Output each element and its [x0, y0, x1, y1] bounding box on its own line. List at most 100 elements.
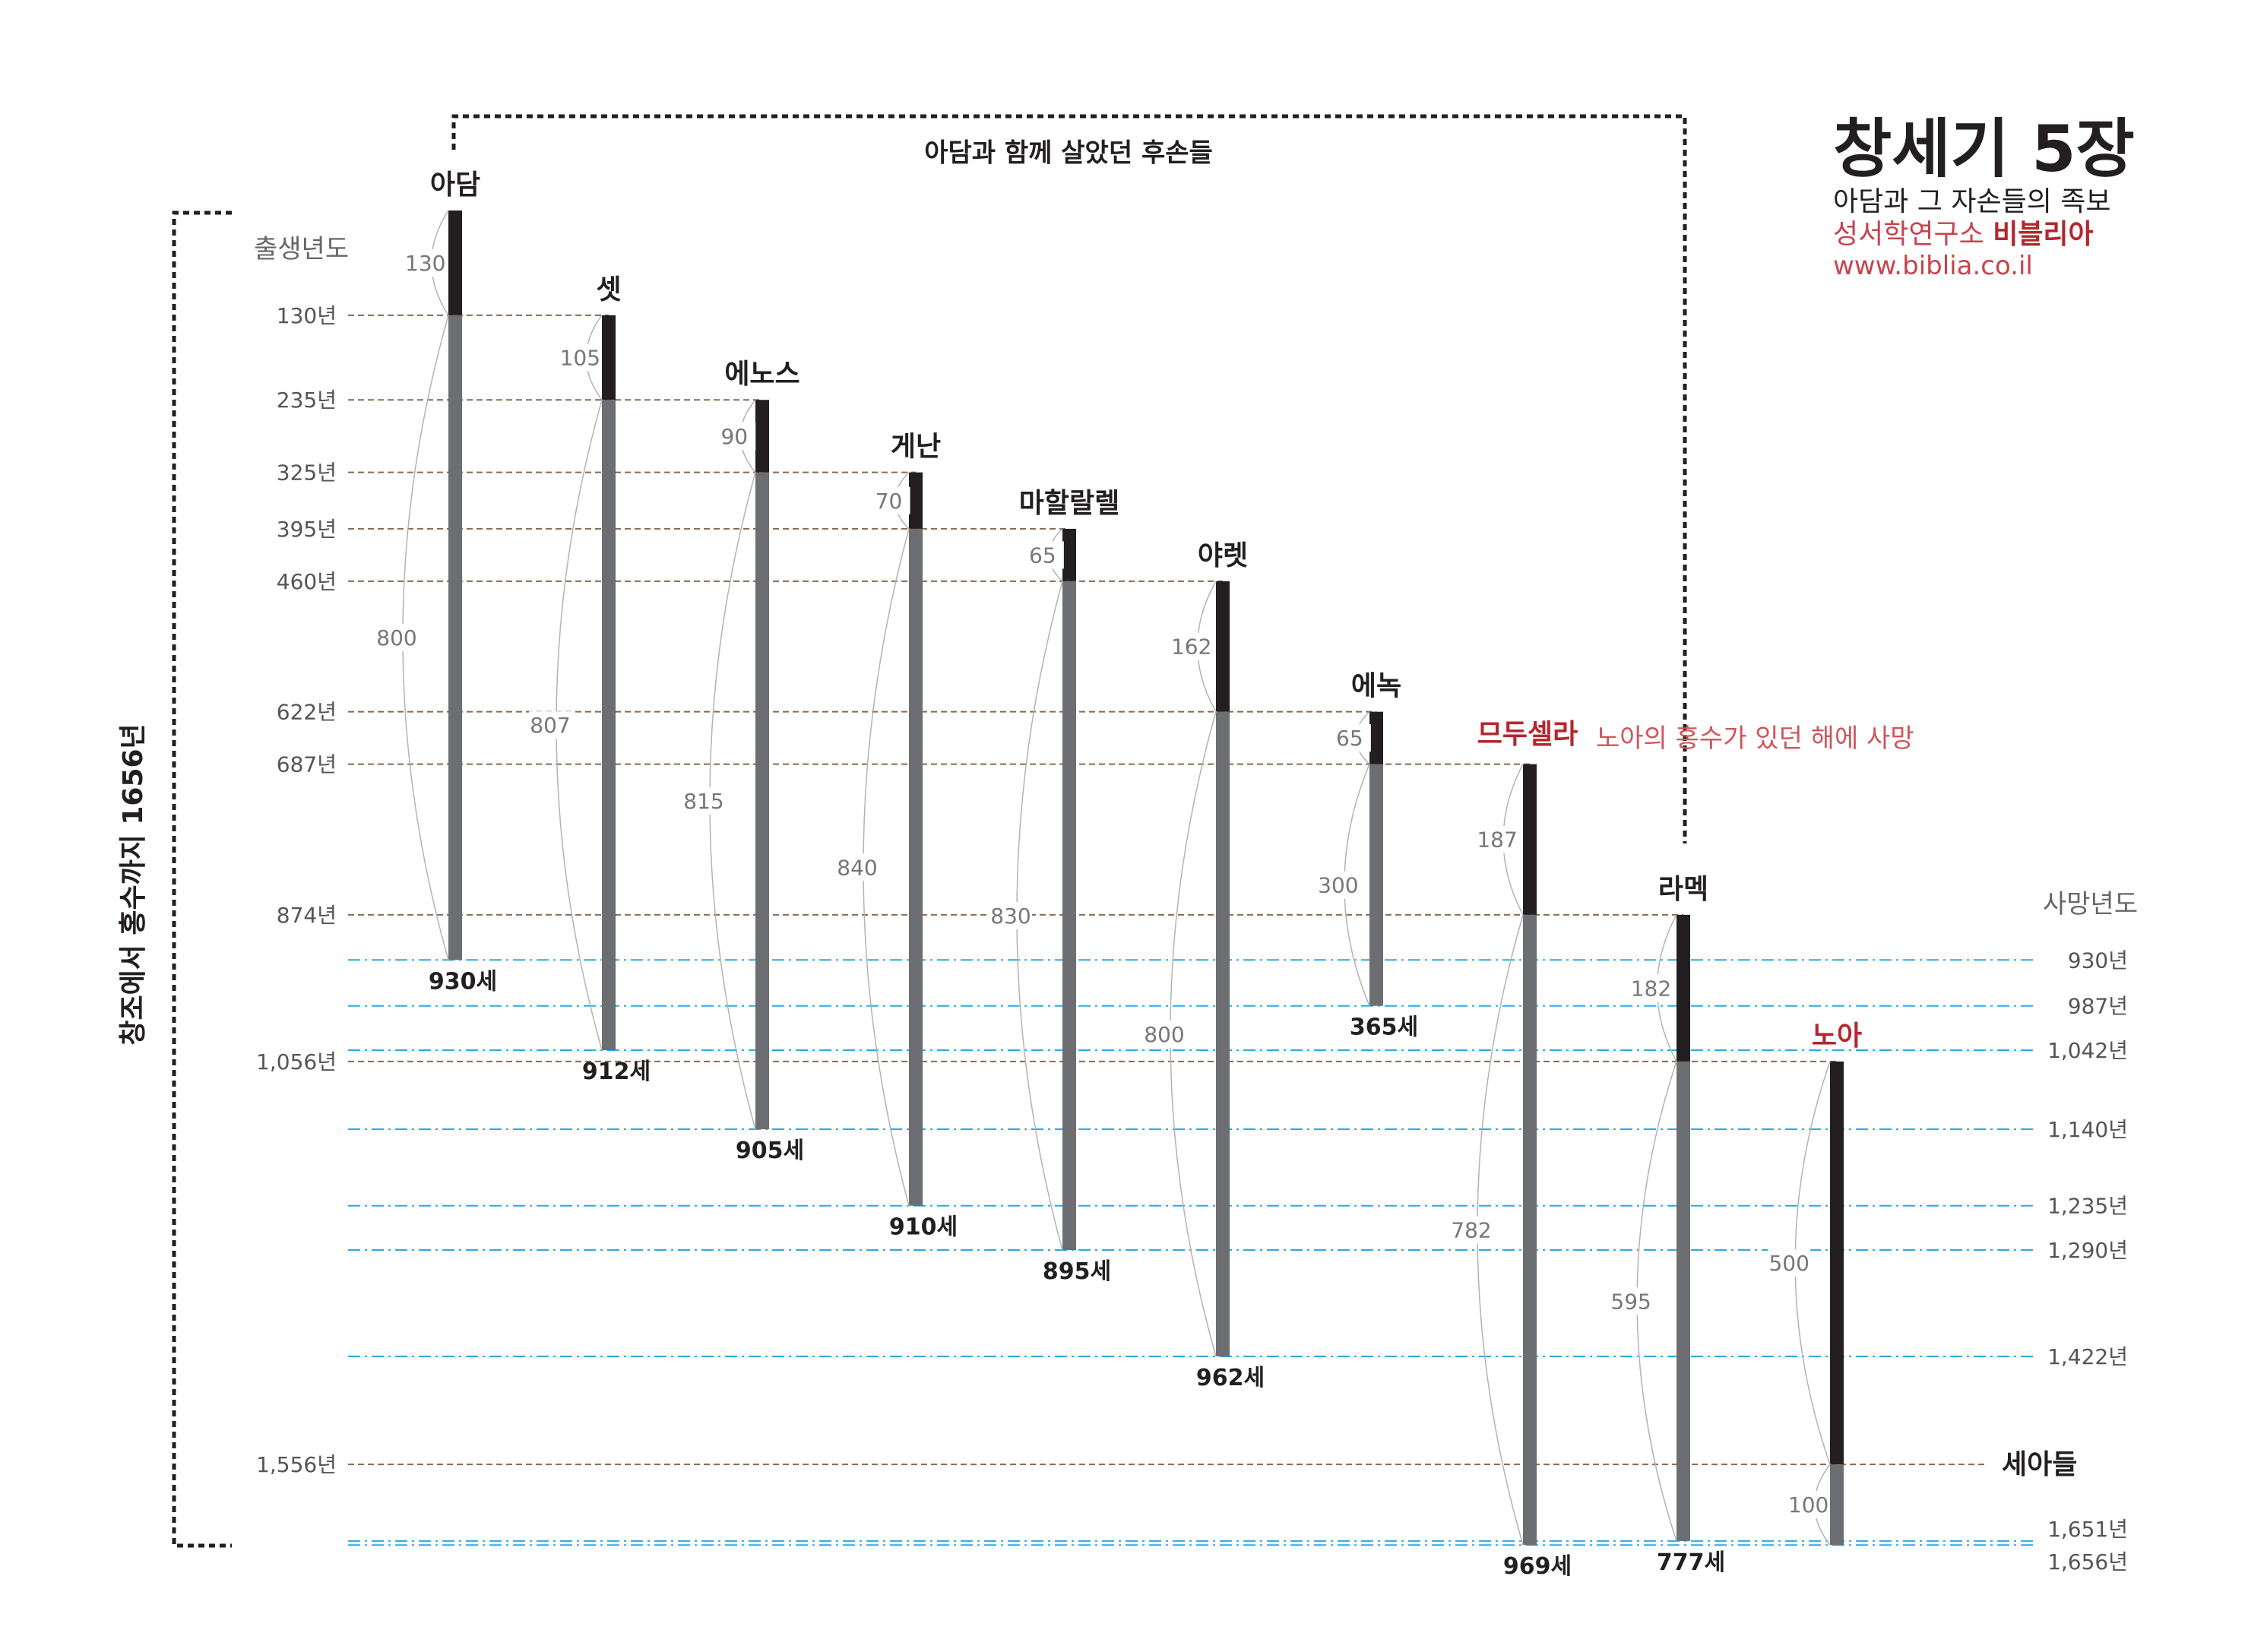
remaining-years-label: 300 — [1318, 873, 1358, 898]
age-at-son-label: 105 — [560, 346, 600, 371]
bar-before-son — [1830, 1061, 1844, 1465]
birth-year-label: 687년 — [277, 752, 337, 777]
remaining-years-label-bg — [529, 711, 571, 739]
remaining-years-label-bg — [1143, 1020, 1186, 1048]
bar-after-son — [602, 400, 616, 1051]
lifespan-label: 777세 — [1657, 1549, 1725, 1576]
lifespan-label: 895세 — [1043, 1258, 1111, 1285]
bar-after-son — [1062, 581, 1076, 1251]
bar-before-son — [909, 472, 923, 529]
birth-year-label: 1,056년 — [256, 1049, 337, 1074]
remaining-years-label: 800 — [1144, 1022, 1184, 1047]
bar-before-son — [1216, 581, 1230, 712]
death-year-label: 987년 — [2068, 994, 2128, 1019]
remaining-years-label-bg — [1316, 871, 1360, 899]
remaining-years-label-bg — [682, 786, 725, 815]
death-year-heading: 사망년도 — [2043, 889, 2139, 919]
organization: 성서학연구소 비블리아 — [1833, 218, 2135, 251]
death-year-label: 930년 — [2068, 948, 2128, 973]
lifespan-label: 930세 — [429, 968, 497, 995]
remaining-years-label: 830 — [990, 904, 1031, 929]
bar-before-son — [755, 400, 769, 473]
bar-after-son — [909, 528, 923, 1206]
person-name: 야렛 — [1198, 540, 1248, 571]
death-year-label: 1,140년 — [2047, 1117, 2128, 1142]
remaining-years-label: 782 — [1451, 1218, 1491, 1243]
remaining-years-label: 815 — [683, 789, 723, 814]
birth-year-label: 460년 — [277, 569, 337, 594]
age-at-son-label-bg — [713, 422, 756, 450]
remaining-years-label-bg — [836, 853, 879, 881]
flood-death-note: 노아의 홍수가 있던 해에 사망 — [1596, 723, 1914, 754]
person-name: 마할랄렐 — [1019, 488, 1119, 519]
lifespan-label: 910세 — [889, 1214, 958, 1241]
age-at-son-label: 500 — [1768, 1251, 1809, 1276]
bar-before-son — [602, 315, 616, 400]
remaining-years-label-bg — [989, 901, 1032, 929]
bar-before-son — [1523, 764, 1537, 915]
bar-after-son — [755, 472, 769, 1129]
creation-to-flood-bracket — [172, 210, 232, 1548]
age-at-son-label-bg — [1476, 825, 1519, 853]
death-year-label: 1,290년 — [2047, 1238, 2128, 1263]
bar-before-son — [1062, 528, 1076, 581]
lifespan-label: 962세 — [1196, 1365, 1265, 1391]
bar-after-son — [1523, 914, 1537, 1546]
remaining-years-label: 100 — [1788, 1492, 1828, 1517]
bar-after-son — [1216, 711, 1230, 1357]
birth-year-label: 395년 — [277, 517, 337, 542]
person-name: 에노스 — [724, 359, 799, 390]
bar-after-son — [448, 315, 462, 961]
bar-before-son — [1369, 711, 1383, 764]
three-sons-label: 세아들 — [2002, 1449, 2078, 1480]
bar-after-son — [1369, 764, 1383, 1006]
title-block: 창세기 5장 아담과 그 자손들의 족보 성서학연구소 비블리아 www.bib… — [1833, 112, 2135, 282]
lived-with-adam-label: 아담과 함께 살았던 후손들 — [924, 138, 1213, 169]
death-year-label: 1,042년 — [2047, 1038, 2128, 1063]
age-at-son-label-bg — [1328, 724, 1371, 752]
age-at-son-label-bg — [867, 486, 910, 514]
person-name: 므두셀라 — [1477, 719, 1578, 750]
age-at-son-label: 65 — [1029, 543, 1056, 568]
birth-year-label: 235년 — [277, 388, 337, 413]
lifespan-label: 365세 — [1350, 1014, 1418, 1041]
website-link[interactable]: www.biblia.co.il — [1833, 251, 2033, 282]
bar-after-son — [1677, 1061, 1690, 1541]
lifespan-label: 969세 — [1503, 1553, 1572, 1580]
bar-before-son — [1677, 914, 1690, 1062]
age-at-son-label: 182 — [1631, 976, 1671, 1001]
birth-year-label: 130년 — [277, 303, 337, 328]
age-at-son-label-bg — [404, 248, 447, 277]
remaining-years-label-bg — [1787, 1491, 1830, 1519]
org-name: 비블리아 — [1993, 219, 2094, 251]
person-name: 에녹 — [1351, 671, 1401, 702]
creation-to-flood-label: 창조에서 홍수까지 1656년 — [118, 723, 149, 1046]
remaining-years-label-bg — [1610, 1287, 1653, 1315]
age-at-son-label: 162 — [1171, 635, 1211, 660]
person-name: 아담 — [430, 169, 480, 201]
person-name: 셋 — [596, 274, 621, 305]
remaining-years-label: 595 — [1610, 1289, 1651, 1314]
bar-before-son — [448, 210, 462, 315]
lifespan-label: 912세 — [582, 1059, 651, 1085]
death-year-label: 1,656년 — [2047, 1549, 2128, 1574]
age-at-son-label: 65 — [1336, 726, 1363, 751]
death-year-label: 1,651년 — [2047, 1517, 2128, 1542]
age-at-son-label: 70 — [875, 489, 903, 514]
org-prefix: 성서학연구소 — [1833, 219, 1984, 251]
person-name: 노아 — [1812, 1021, 1862, 1052]
person-name: 게난 — [891, 432, 941, 463]
bar-after-son — [1830, 1464, 1844, 1546]
lifespan-label: 905세 — [736, 1138, 804, 1164]
remaining-years-label-bg — [1450, 1216, 1493, 1244]
age-at-son-label-bg — [1768, 1249, 1811, 1277]
birth-year-heading: 출생년도 — [254, 234, 350, 264]
age-at-son-label: 130 — [405, 251, 445, 276]
page-title: 창세기 5장 — [1833, 112, 2135, 186]
remaining-years-label-bg — [375, 624, 418, 652]
age-at-son-label: 187 — [1477, 828, 1517, 853]
person-name: 라멕 — [1658, 874, 1708, 905]
remaining-years-label: 800 — [376, 625, 416, 650]
page-subtitle: 아담과 그 자손들의 족보 — [1833, 186, 2111, 217]
